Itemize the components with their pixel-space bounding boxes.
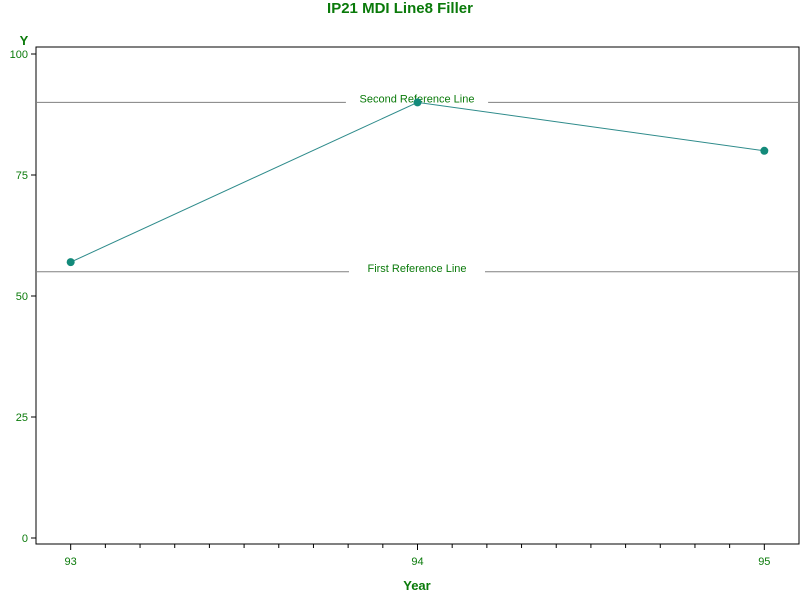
reference-label-1: First Reference Line xyxy=(367,263,466,275)
y-tick-label-0: 0 xyxy=(22,533,28,545)
y-tick-label-75: 75 xyxy=(16,170,28,182)
chart-title: IP21 MDI Line8 Filler xyxy=(327,0,473,17)
plot-frame xyxy=(35,46,800,545)
y-tick-label-100: 100 xyxy=(10,49,28,61)
x-tick-label-94: 94 xyxy=(411,556,423,568)
axis-ticks: 0 25 50 75 100 93 94 95 xyxy=(10,49,771,568)
y-tick-label-50: 50 xyxy=(16,291,28,303)
x-tick-label-95: 95 xyxy=(758,556,770,568)
data-point-95 xyxy=(760,146,769,155)
x-tick-label-93: 93 xyxy=(65,556,77,568)
y-axis-label: Y xyxy=(20,33,29,48)
series xyxy=(66,98,769,267)
x-axis-label: Year xyxy=(403,578,430,593)
data-point-93 xyxy=(66,258,75,267)
y-tick-label-25: 25 xyxy=(16,412,28,424)
data-point-94 xyxy=(413,98,422,107)
reference-label-background-1 xyxy=(349,264,485,279)
series-line-1 xyxy=(70,101,765,263)
